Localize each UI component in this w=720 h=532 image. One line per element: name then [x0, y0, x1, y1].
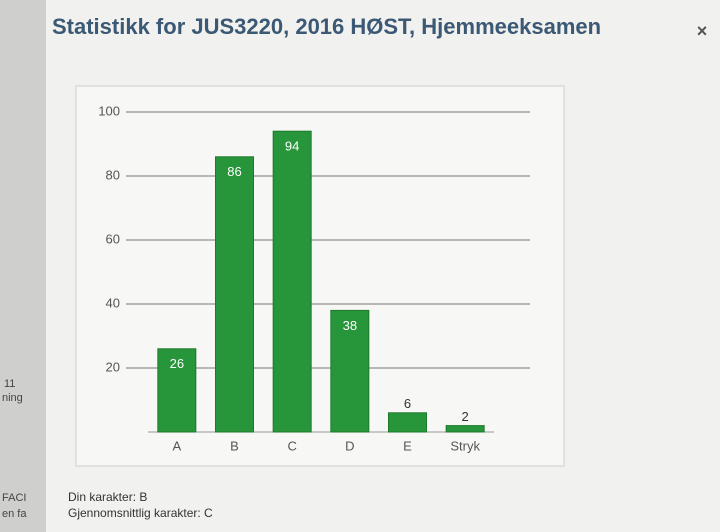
screen: 11 ning FACI en fa Statistikk for JUS322… — [0, 0, 720, 532]
value-label: 38 — [343, 318, 357, 333]
summary-average: Gjennomsnittlig karakter: C — [68, 506, 213, 520]
value-label: 94 — [285, 139, 299, 154]
fragment: FACI — [2, 492, 26, 504]
fragment: ning — [2, 392, 23, 404]
chart-frame — [76, 86, 564, 466]
summary-grade: Din karakter: B — [68, 490, 147, 504]
x-tick-label: A — [172, 438, 181, 453]
value-label: 6 — [404, 396, 411, 411]
y-tick-label: 60 — [106, 231, 120, 246]
value-label: 26 — [170, 356, 184, 371]
bar — [389, 413, 427, 432]
fragment: 11 — [4, 378, 15, 390]
bar — [216, 157, 254, 432]
value-label: 86 — [227, 164, 241, 179]
x-tick-label: Stryk — [450, 438, 480, 453]
y-tick-label: 80 — [106, 167, 120, 182]
y-tick-label: 40 — [106, 295, 120, 310]
y-tick-label: 20 — [106, 359, 120, 374]
y-tick-label: 100 — [98, 103, 120, 118]
value-label: 2 — [462, 409, 469, 424]
fragment: en fa — [2, 508, 27, 520]
x-tick-label: C — [287, 438, 296, 453]
x-tick-label: B — [230, 438, 239, 453]
x-tick-label: E — [403, 438, 412, 453]
bar — [273, 131, 311, 432]
page-behind — [0, 0, 46, 532]
x-tick-label: D — [345, 438, 354, 453]
close-button[interactable]: × — [697, 21, 708, 41]
bar — [446, 426, 484, 432]
modal-title: Statistikk for JUS3220, 2016 HØST, Hjemm… — [52, 14, 601, 39]
